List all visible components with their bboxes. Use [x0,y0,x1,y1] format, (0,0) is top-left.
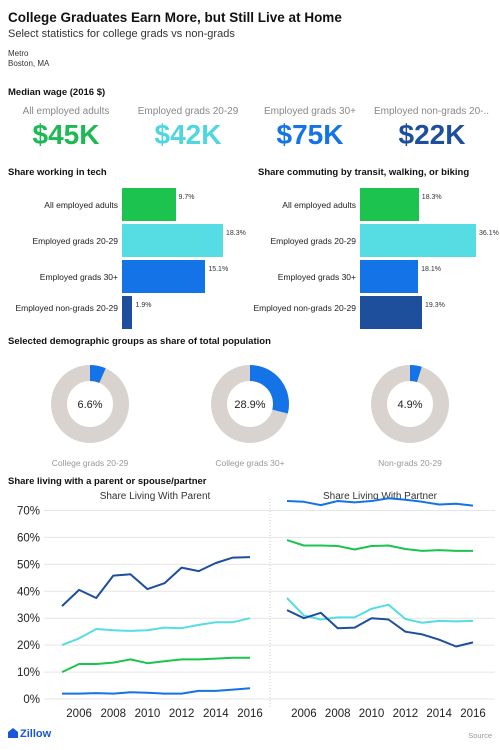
demographics-section-title: Selected demographic groups as share of … [8,336,271,347]
y-tick-label: 0% [23,694,40,706]
wage-label: All employed adults [22,106,110,117]
donut-value-label: 6.6% [77,399,102,411]
x-tick-label: 2006 [66,708,92,717]
bar-value-label: 19.3% [425,302,445,309]
metro-value: Boston, MA [8,59,50,68]
y-tick-label: 20% [17,640,40,652]
bar [122,224,223,257]
panel-title: Share Living With Partner [323,491,438,502]
series-line [286,609,474,648]
wage-label: Employed grads 30+ [263,106,356,117]
y-tick-label: 70% [17,505,40,517]
x-tick-label: 2008 [100,708,126,717]
bar [122,188,176,221]
wage-value: $42K [154,119,222,150]
y-tick-label: 60% [17,532,40,544]
y-tick-label: 40% [17,586,40,598]
bar [122,296,133,329]
bar [360,260,419,293]
zillow-logo-text: Zillow [20,728,52,740]
living-line-chart: 0% 10% 20% 30% 40% 50% 60% 70% Share Living With… [17,491,495,717]
bar-value-label: 18.3% [226,230,246,237]
bar-category-label: Employed non-grads 20-29 [253,302,356,313]
y-tick-label: 30% [17,613,40,625]
bar-value-label: 18.3% [421,194,442,201]
donut-slice [211,365,289,443]
wage-value: $45K [32,119,100,150]
median-wage-title: Median wage (2016 $) [8,87,106,98]
bar-category-label: Employed non-grads 20-29 [15,302,118,313]
series-line [61,656,250,674]
x-tick-label: 2006 [291,708,317,717]
source-link[interactable]: Source [468,731,492,740]
bar-category-label: All employed adults [282,199,356,210]
bar-value-label: 9.7% [178,194,195,201]
tech-section-title: Share working in tech [8,167,107,178]
donut-value-label: 28.9% [234,399,265,411]
bar [360,224,476,257]
page-title: College Graduates Earn More, but Still L… [8,10,342,25]
bar-value-label: 1.9% [135,302,152,309]
series-line [286,497,474,507]
x-tick-label: 2012 [393,708,419,717]
bar [360,188,419,221]
donut-chart: 4.9% [371,365,449,443]
donut-caption: Non-grads 20-29 [378,458,442,468]
bar [360,296,423,329]
zillow-logo[interactable]: Zillow [8,728,51,740]
bar-category-label: Employed grads 30+ [277,271,356,282]
donut-caption: College grads 20-29 [51,458,129,468]
x-tick-label: 2014 [426,708,452,717]
commute-section-title: Share commuting by transit, walking, or … [258,167,470,178]
donut-slice [51,365,129,443]
page-subtitle: Select statistics for college grads vs n… [8,28,235,40]
series-line [286,597,474,624]
x-tick-label: 2016 [460,708,486,717]
living-section-title: Share living with a parent or spouse/par… [8,476,207,487]
wage-value: $22K [398,119,466,150]
metro-label: Metro [8,49,29,58]
x-tick-label: 2010 [135,708,161,717]
panel-title: Share Living With Parent [100,491,211,502]
bar-value-label: 15.1% [208,266,229,273]
y-tick-label: 50% [17,559,40,571]
donut-caption: College grads 30+ [215,458,285,468]
bar-category-label: Employed grads 30+ [39,271,118,282]
bar [122,260,206,293]
series-line [286,539,473,552]
bar-category-label: All employed adults [44,199,118,210]
wage-label: Employed non-grads 20-... [374,106,490,117]
x-tick-label: 2008 [325,708,351,717]
donut-chart: 6.6% [51,365,129,443]
x-tick-label: 2016 [237,708,263,717]
bar-value-label: 18.1% [421,266,442,273]
donut-chart: 28.9% [211,365,289,443]
series-line [62,687,251,695]
bar-category-label: Employed grads 20-29 [32,235,118,246]
wage-label: Employed grads 20-29 [137,106,239,117]
series-line [61,556,251,607]
y-tick-label: 10% [17,667,40,679]
zillow-logo-icon [8,728,18,738]
donut-value-label: 4.9% [397,399,422,411]
bar-category-label: Employed grads 20-29 [270,235,356,246]
series-line [61,617,251,647]
x-tick-label: 2014 [203,708,229,717]
donut-slice [371,365,449,443]
bar-value-label: 36.1% [479,230,499,237]
wage-value: $75K [276,119,344,150]
x-tick-label: 2012 [169,708,195,717]
x-tick-label: 2010 [359,708,385,717]
